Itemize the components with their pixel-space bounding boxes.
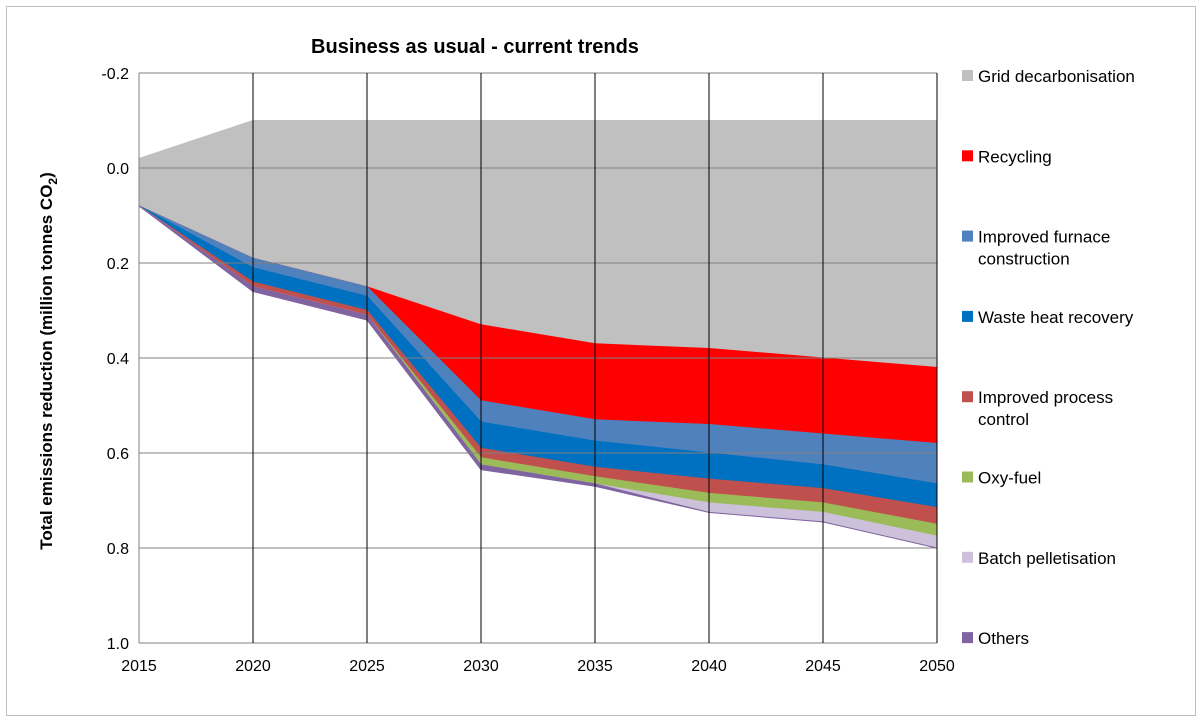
chart-title: Business as usual - current trends bbox=[311, 36, 639, 58]
x-tick-label: 2050 bbox=[919, 658, 955, 675]
y-tick-label: 0.6 bbox=[107, 446, 129, 463]
legend: Grid decarbonisation Recycling Improved fu… bbox=[962, 67, 1135, 648]
y-axis-label-suffix: ) bbox=[37, 172, 56, 178]
legend-swatch bbox=[962, 391, 973, 403]
x-tick-label: 2020 bbox=[235, 658, 271, 675]
legend-label: Oxy-fuel bbox=[978, 469, 1041, 488]
legend-label: Waste heat recovery bbox=[978, 308, 1134, 327]
y-tick-label: 0.2 bbox=[107, 256, 129, 273]
legend-item: Improved furnace construction bbox=[962, 228, 1110, 269]
legend-swatch bbox=[962, 70, 973, 81]
gridlines bbox=[138, 72, 938, 644]
x-axis-ticks: 2015 2020 2025 2030 2035 2040 2045 2050 bbox=[121, 658, 955, 675]
legend-item: Others bbox=[962, 629, 1029, 648]
y-tick-label: -0.2 bbox=[101, 66, 129, 83]
legend-label: Recycling bbox=[978, 147, 1052, 166]
y-axis-label-main: Total emissions reduction (million tonne… bbox=[37, 185, 56, 550]
legend-item: Waste heat recovery bbox=[962, 308, 1134, 327]
legend-swatch bbox=[962, 551, 973, 563]
y-tick-label: 1.0 bbox=[107, 636, 129, 653]
x-tick-label: 2030 bbox=[463, 658, 499, 675]
area-chart: Business as usual - current trends -0.2 0… bbox=[37, 36, 1135, 675]
x-tick-label: 2025 bbox=[349, 658, 385, 675]
area-series-group bbox=[138, 120, 938, 549]
y-axis-label: Total emissions reduction (million tonne… bbox=[37, 172, 60, 550]
legend-swatch bbox=[962, 471, 973, 483]
y-axis-label-subscript: 2 bbox=[46, 178, 60, 185]
legend-label: Improved furnace construction bbox=[978, 228, 1110, 269]
x-tick-label: 2045 bbox=[805, 658, 841, 675]
y-axis-ticks: -0.2 0.0 0.2 0.4 0.6 0.8 1.0 bbox=[101, 66, 129, 653]
legend-swatch bbox=[962, 230, 973, 242]
legend-label: Grid decarbonisation bbox=[978, 67, 1135, 86]
legend-label: Batch pelletisation bbox=[978, 549, 1116, 568]
chart-frame: Business as usual - current trends -0.2 0… bbox=[6, 6, 1196, 716]
legend-item: Improved process control bbox=[962, 388, 1113, 429]
y-tick-label: 0.8 bbox=[107, 541, 129, 558]
y-tick-label: 0.4 bbox=[107, 351, 129, 368]
legend-swatch bbox=[962, 632, 973, 644]
x-tick-label: 2015 bbox=[121, 658, 157, 675]
legend-item: Grid decarbonisation bbox=[962, 67, 1135, 86]
legend-label: Others bbox=[978, 629, 1029, 648]
y-tick-label: 0.0 bbox=[107, 161, 129, 178]
legend-label: Improved process control bbox=[978, 388, 1113, 429]
legend-swatch bbox=[962, 150, 973, 162]
legend-item: Oxy-fuel bbox=[962, 469, 1041, 488]
x-tick-label: 2035 bbox=[577, 658, 613, 675]
x-tick-label: 2040 bbox=[691, 658, 727, 675]
legend-swatch bbox=[962, 310, 973, 322]
legend-item: Batch pelletisation bbox=[962, 549, 1116, 568]
area-grid-decarbonisation bbox=[138, 120, 938, 369]
legend-item: Recycling bbox=[962, 147, 1052, 166]
